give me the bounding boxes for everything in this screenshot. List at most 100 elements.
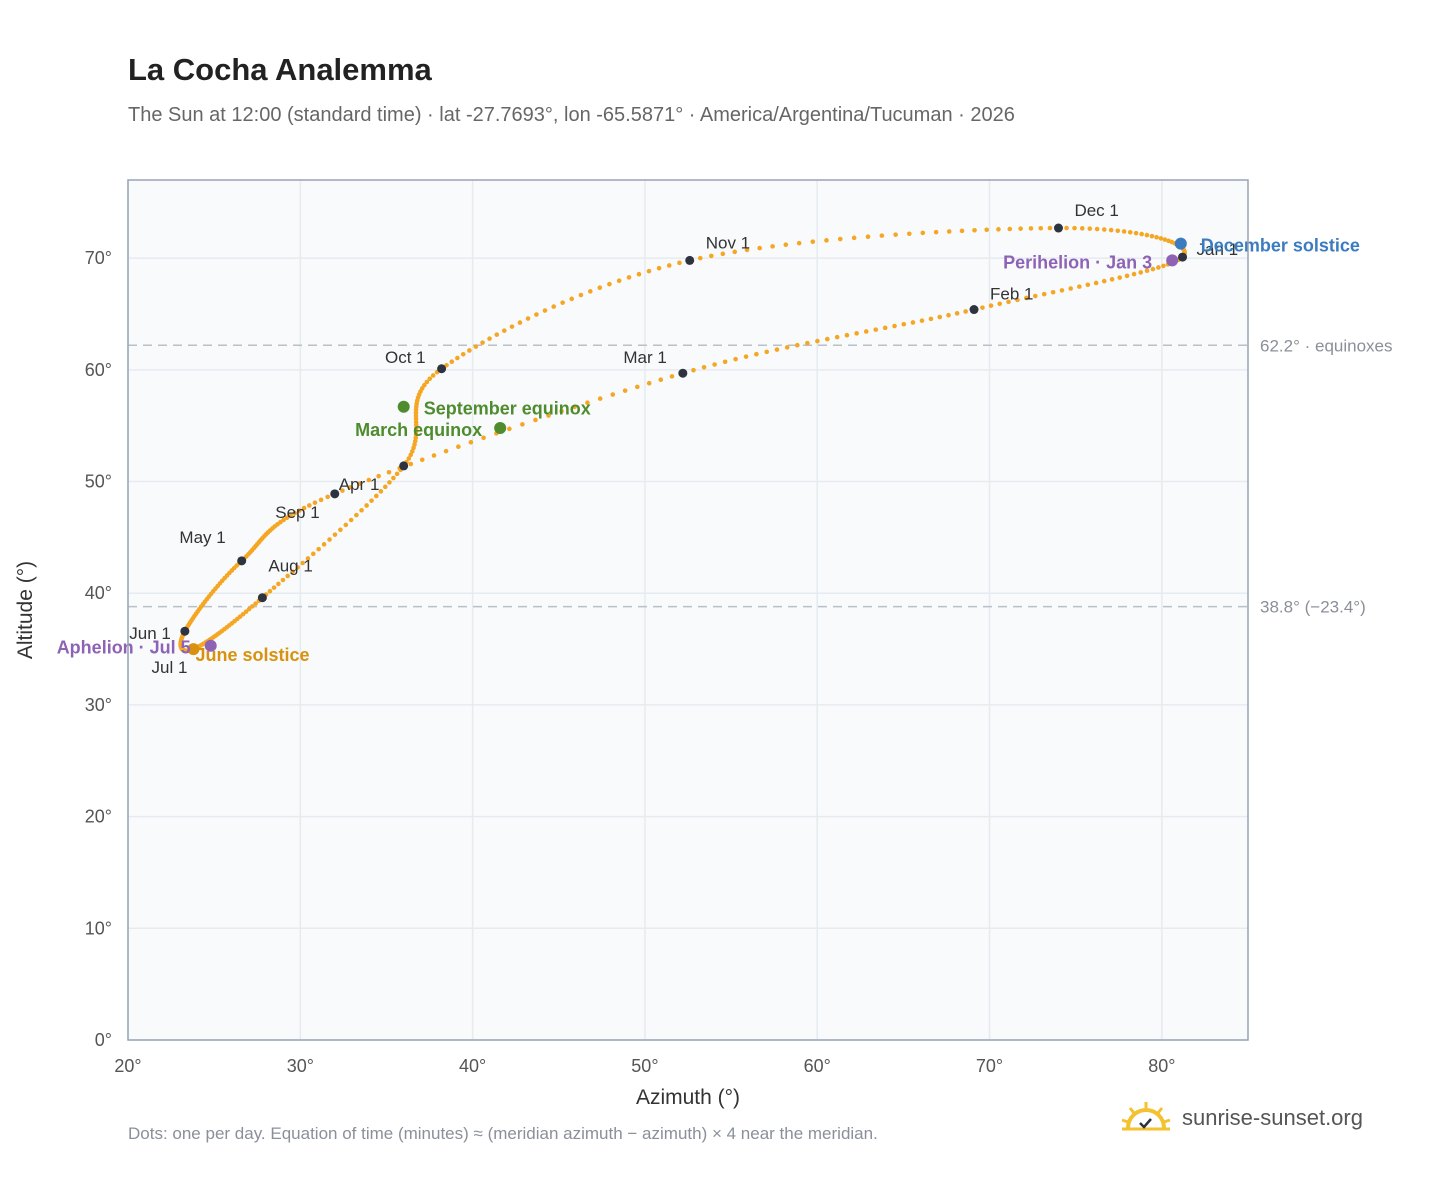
daily-dot bbox=[1087, 226, 1093, 231]
month-marker bbox=[180, 626, 190, 636]
daily-dot bbox=[1139, 231, 1144, 237]
daily-dot bbox=[1109, 277, 1115, 282]
daily-dot bbox=[770, 244, 775, 249]
x-tick-label: 80° bbox=[1148, 1056, 1175, 1076]
daily-dot bbox=[316, 546, 321, 552]
daily-dot bbox=[805, 340, 810, 346]
daily-dot bbox=[473, 344, 479, 349]
daily-dot bbox=[784, 345, 790, 350]
daily-dot bbox=[795, 342, 800, 348]
daily-dot bbox=[910, 320, 916, 325]
daily-dot bbox=[240, 611, 246, 617]
daily-dot bbox=[578, 292, 584, 298]
daily-dot bbox=[1156, 265, 1161, 270]
daily-dot bbox=[597, 285, 603, 290]
daily-dot bbox=[572, 404, 577, 410]
daily-dot bbox=[394, 471, 400, 477]
month-label: Jan 1 bbox=[1197, 240, 1239, 259]
x-tick-label: 60° bbox=[804, 1056, 831, 1076]
event-label: Perihelion · Jan 3 bbox=[1003, 252, 1152, 272]
daily-dot bbox=[984, 227, 989, 233]
daily-dot bbox=[359, 507, 364, 513]
daily-dot bbox=[1059, 288, 1065, 293]
daily-dot bbox=[284, 515, 290, 521]
daily-dot bbox=[460, 351, 466, 357]
daily-dot bbox=[928, 316, 934, 322]
month-label: Oct 1 bbox=[385, 348, 426, 367]
x-tick-label: 70° bbox=[976, 1056, 1003, 1076]
daily-dot bbox=[318, 497, 324, 503]
daily-dot bbox=[954, 311, 960, 316]
daily-dot bbox=[622, 388, 628, 393]
y-tick-label: 60° bbox=[85, 360, 112, 380]
daily-dot bbox=[1038, 225, 1044, 231]
daily-dot bbox=[325, 494, 330, 500]
event-label: March equinox bbox=[355, 420, 482, 440]
event-label: Aphelion · Jul 5 bbox=[57, 638, 191, 658]
reference-line-label: 38.8° (−23.4°) bbox=[1260, 598, 1366, 617]
event-label: December solstice bbox=[1201, 236, 1360, 256]
daily-dot bbox=[1028, 226, 1034, 231]
daily-dot bbox=[783, 242, 789, 248]
daily-dot bbox=[873, 327, 879, 332]
daily-dot bbox=[501, 328, 507, 333]
y-tick-label: 50° bbox=[85, 472, 112, 492]
daily-dot bbox=[1101, 227, 1107, 232]
daily-dot bbox=[980, 305, 985, 310]
daily-dot bbox=[837, 236, 843, 242]
event-marker bbox=[397, 400, 410, 413]
daily-dot bbox=[374, 493, 379, 499]
daily-dot bbox=[996, 227, 1001, 232]
daily-dot bbox=[357, 481, 362, 486]
daily-dot bbox=[1138, 270, 1144, 275]
month-marker bbox=[237, 556, 247, 566]
y-tick-label: 0° bbox=[95, 1030, 112, 1050]
daily-dot bbox=[533, 417, 538, 423]
daily-dot bbox=[865, 234, 871, 239]
daily-dot bbox=[635, 384, 640, 390]
daily-dot bbox=[933, 229, 939, 235]
daily-dot bbox=[610, 392, 616, 397]
daily-dot bbox=[487, 336, 492, 341]
reference-lines: 62.2° · equinoxes 38.8° (−23.4°) bbox=[128, 336, 1393, 617]
daily-dot bbox=[677, 260, 682, 266]
daily-dot bbox=[919, 318, 925, 323]
daily-dot bbox=[656, 265, 662, 271]
daily-dot bbox=[290, 569, 295, 575]
x-tick-label: 30° bbox=[287, 1056, 314, 1076]
daily-dot bbox=[701, 364, 707, 370]
daily-dot bbox=[1161, 263, 1166, 269]
daily-dot bbox=[468, 439, 474, 445]
y-tick-label: 70° bbox=[85, 248, 112, 268]
daily-dot bbox=[348, 517, 354, 523]
daily-dot bbox=[906, 231, 912, 237]
month-label: Apr 1 bbox=[339, 475, 380, 494]
daily-dot bbox=[243, 609, 249, 615]
daily-dot bbox=[1158, 236, 1164, 241]
daily-dot bbox=[321, 542, 327, 547]
daily-dot bbox=[764, 349, 770, 355]
daily-dot bbox=[480, 340, 485, 345]
daily-dot bbox=[963, 309, 968, 314]
daily-dot bbox=[406, 456, 412, 461]
month-marker bbox=[399, 461, 409, 471]
daily-dot bbox=[1047, 225, 1053, 231]
sun-logo-icon bbox=[1121, 1102, 1171, 1131]
y-tick-label: 30° bbox=[85, 695, 112, 715]
daily-dot bbox=[1131, 271, 1137, 277]
daily-dot bbox=[597, 396, 603, 401]
y-axis-label: Altitude (°) bbox=[14, 561, 37, 659]
daily-dot bbox=[443, 448, 449, 454]
daily-dot bbox=[1050, 289, 1056, 295]
daily-dot bbox=[366, 477, 372, 483]
daily-dot bbox=[636, 271, 642, 277]
daily-dot bbox=[854, 331, 859, 336]
daily-dot bbox=[774, 347, 780, 352]
daily-dot bbox=[997, 301, 1003, 307]
brand: sunrise-sunset.org bbox=[1120, 1100, 1363, 1136]
daily-dot bbox=[301, 505, 307, 511]
daily-dot bbox=[722, 359, 728, 365]
daily-dot bbox=[1154, 234, 1159, 240]
y-axis-ticks: 0° 10° 20° 30° 40° 50° 60° 70° bbox=[85, 248, 112, 1050]
daily-dot bbox=[285, 573, 290, 579]
